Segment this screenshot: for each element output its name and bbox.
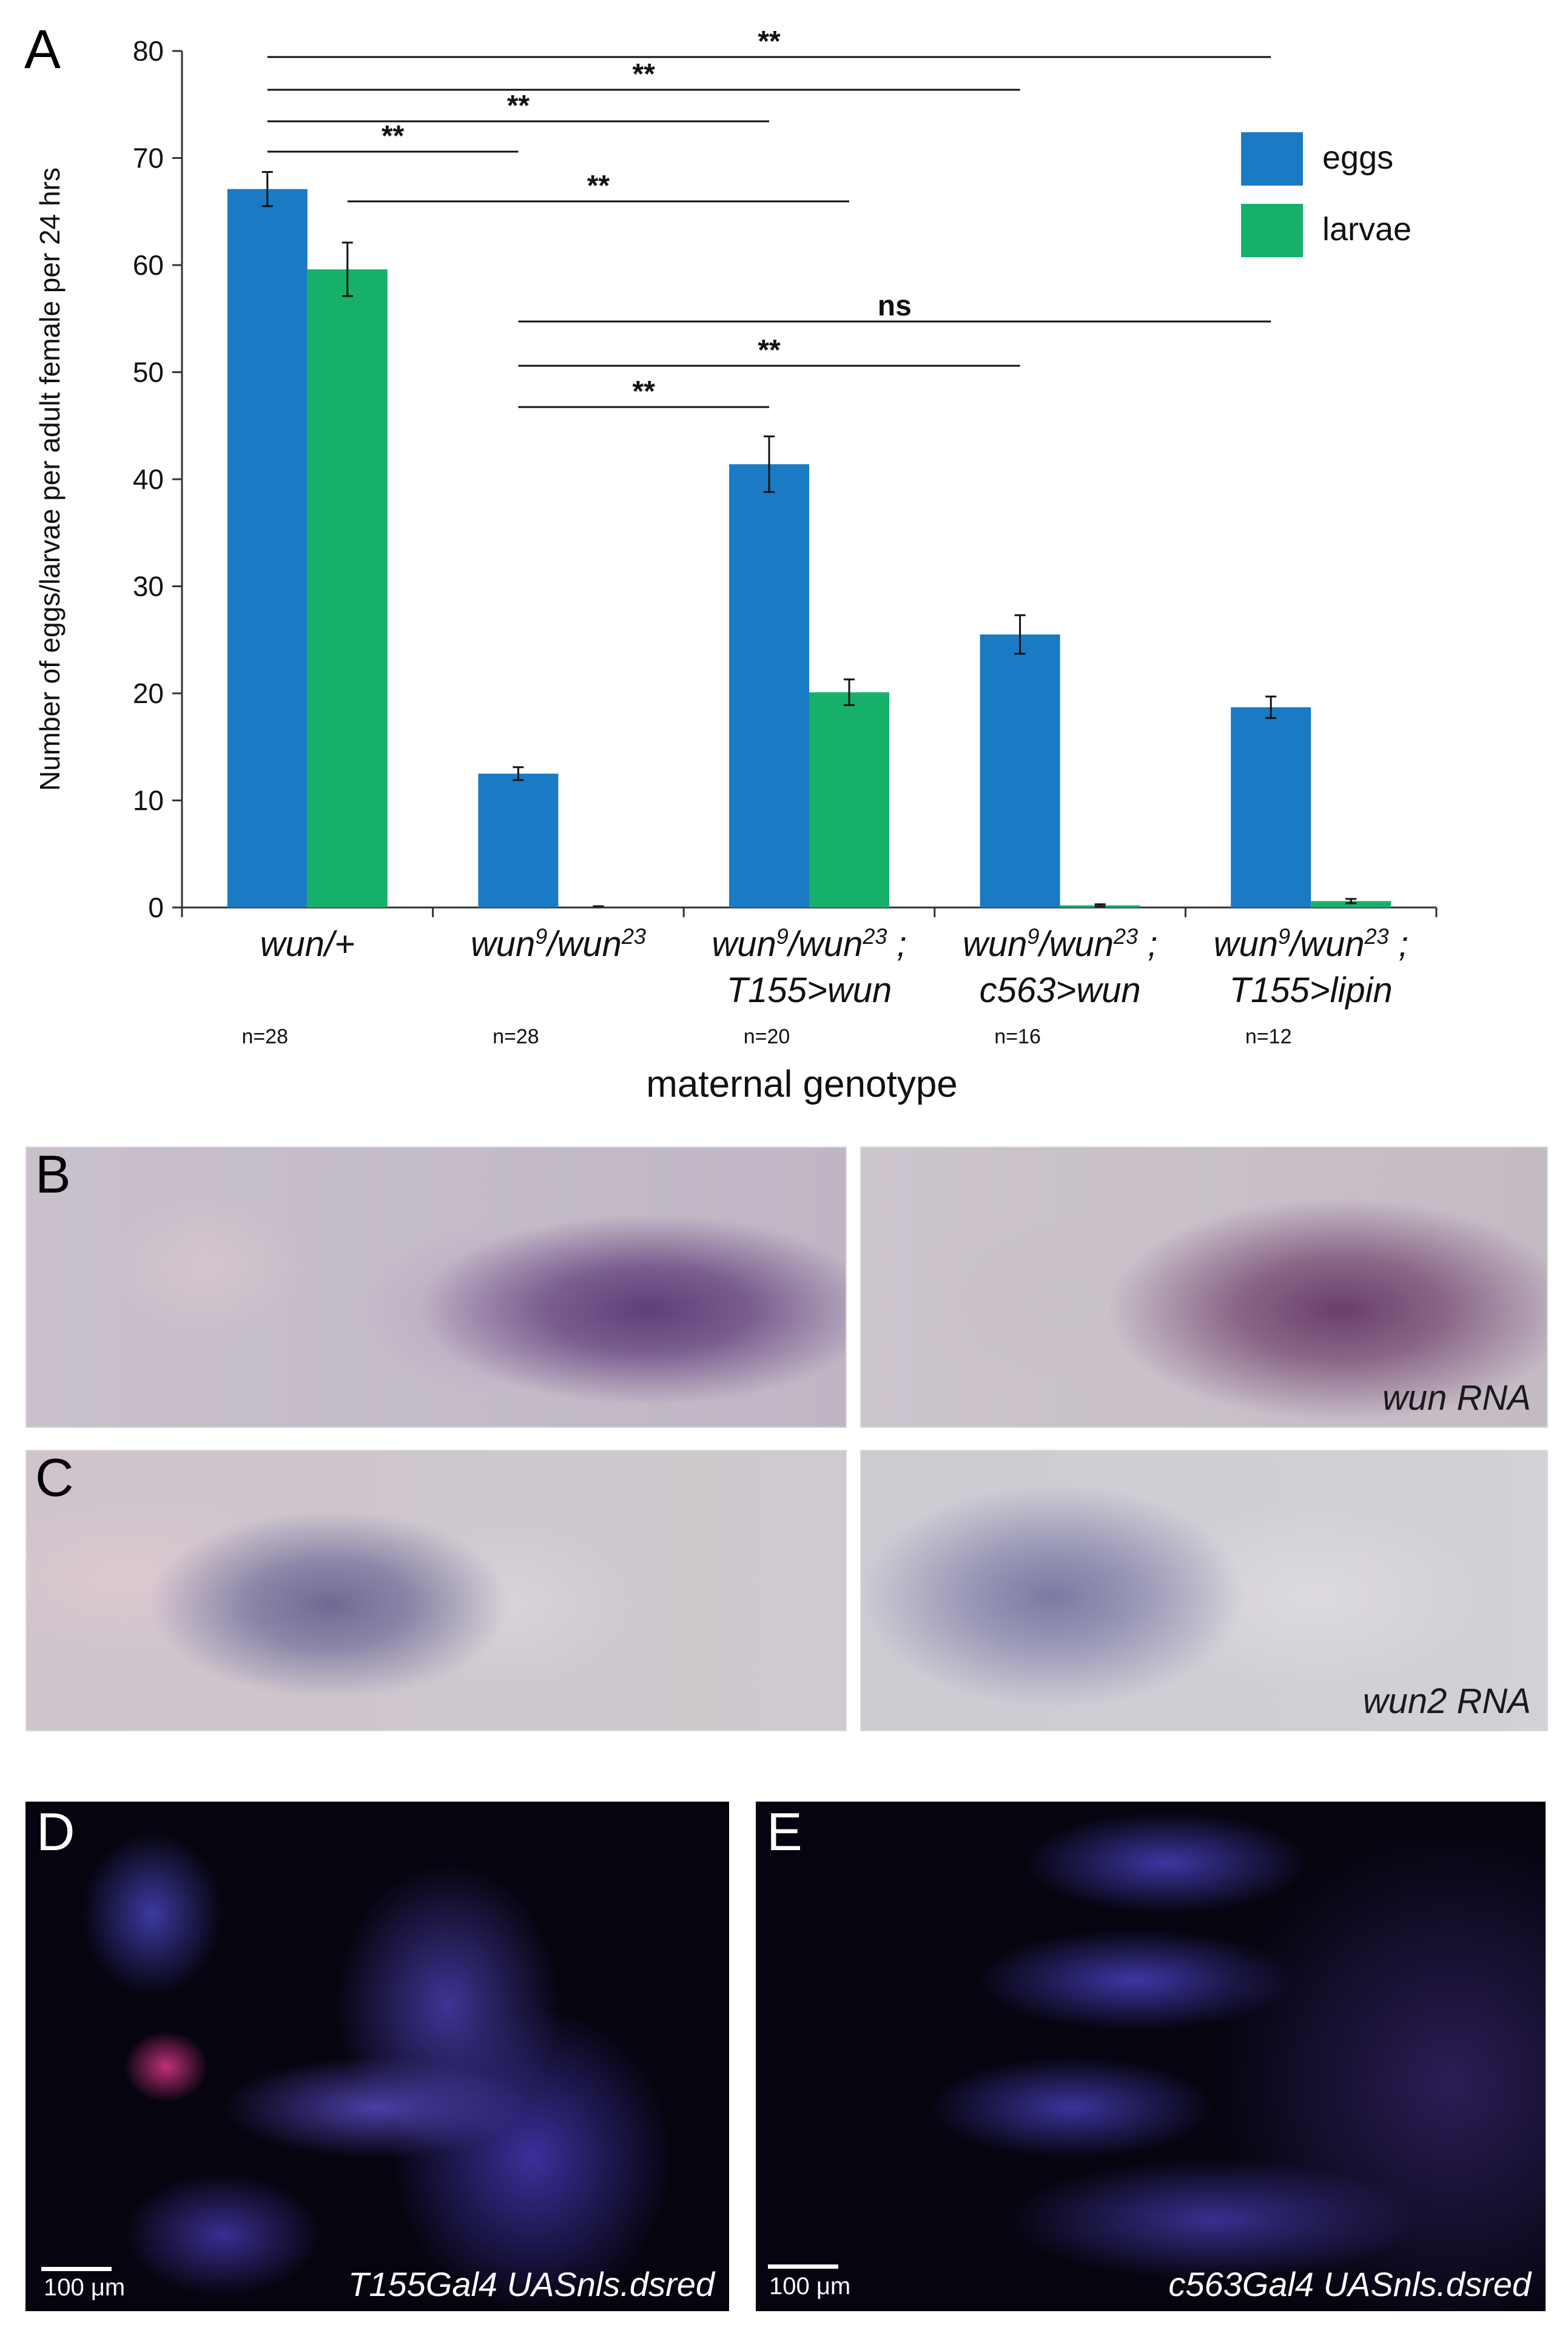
bar-eggs-0	[227, 189, 308, 907]
category-label-0: wun/+	[260, 924, 355, 964]
legend-swatch-larvae	[1241, 204, 1303, 257]
bar-larvae-0	[307, 269, 388, 907]
y-tick-label: 70	[133, 143, 164, 174]
category-label-2: wun9/wun23 ;	[712, 924, 906, 965]
bar-eggs-4	[1231, 707, 1311, 907]
category-label-line2-4: T155>lipin	[1230, 971, 1393, 1010]
caption-wun-rna: wun RNA	[1382, 1378, 1531, 1418]
micrograph-c-right: wun2 RNA	[860, 1450, 1548, 1731]
significance-label-2: **	[507, 90, 530, 122]
sample-size-3: n=16	[994, 1025, 1041, 1048]
caption-c563gal4: c563Gal4 UASnls.dsred	[1168, 2265, 1531, 2303]
panel-letter-d: D	[36, 1802, 75, 1862]
significance-label-4: **	[587, 170, 610, 202]
legend-label-eggs: eggs	[1322, 140, 1393, 176]
y-tick-label: 80	[133, 35, 164, 67]
category-label-line2-3: c563>wun	[980, 971, 1141, 1010]
category-label-3: wun9/wun23 ;	[963, 924, 1157, 965]
y-tick-label: 20	[133, 678, 164, 709]
bar-eggs-1	[478, 773, 559, 907]
bar-chart: A 0 10 20 30 40 50 60 70 80 Number of eggs/larvae…	[24, 19, 1438, 1105]
caption-wun2-rna: wun2 RNA	[1362, 1682, 1531, 1721]
legend-label-larvae: larvae	[1322, 211, 1412, 247]
panel-letter-c: C	[35, 1450, 74, 1507]
y-axis-label: Number of eggs/larvae per adult female p…	[34, 167, 66, 791]
panel-letter-a: A	[24, 19, 61, 80]
category-label-4: wun9/wun23 ;	[1214, 924, 1408, 965]
y-tick-label: 30	[133, 571, 164, 602]
significance-label-5: ns	[878, 290, 912, 322]
scale-bar-d	[41, 2267, 112, 2271]
scale-label-d: 100 μm	[44, 2274, 126, 2301]
panel-letter-e: E	[767, 1802, 803, 1862]
sample-size-1: n=28	[493, 1025, 539, 1048]
micrograph-c-left: C	[25, 1450, 847, 1731]
y-tick-label: 60	[133, 249, 164, 281]
category-label-line2-2: T155>wun	[727, 971, 892, 1010]
y-tick-label: 40	[133, 463, 164, 495]
scale-label-e: 100 μm	[769, 2273, 851, 2300]
y-tick-label: 0	[148, 892, 164, 923]
micrograph-b-right: wun RNA	[860, 1146, 1548, 1428]
significance-label-0: **	[758, 25, 781, 58]
bar-larvae-4	[1311, 901, 1391, 907]
caption-t155gal4: T155Gal4 UASnls.dsred	[348, 2265, 715, 2303]
sample-size-4: n=12	[1245, 1025, 1292, 1048]
y-tick-label: 10	[133, 785, 164, 816]
fluorescence-e: E 100 μm c563Gal4 UASnls.dsred	[756, 1802, 1546, 2311]
significance-label-1: **	[633, 58, 656, 90]
bar-eggs-3	[980, 634, 1060, 907]
sample-size-2: n=20	[744, 1025, 790, 1048]
legend-swatch-eggs	[1241, 132, 1303, 186]
y-tick-label: 50	[133, 357, 164, 388]
panel-letter-b: B	[35, 1146, 71, 1204]
significance-label-6: **	[758, 334, 781, 366]
significance-label-3: **	[382, 120, 405, 152]
fluorescence-d: D 100 μm T155Gal4 UASnls.dsred	[25, 1802, 729, 2311]
bar-larvae-2	[809, 692, 889, 907]
significance-label-7: **	[633, 375, 656, 408]
sample-size-0: n=28	[242, 1025, 289, 1048]
x-axis-label: maternal genotype	[646, 1063, 958, 1105]
micrograph-b-left: B	[25, 1146, 847, 1428]
category-label-1: wun9/wun23	[471, 924, 646, 965]
scale-bar-e	[768, 2264, 838, 2269]
bar-eggs-2	[729, 464, 809, 907]
